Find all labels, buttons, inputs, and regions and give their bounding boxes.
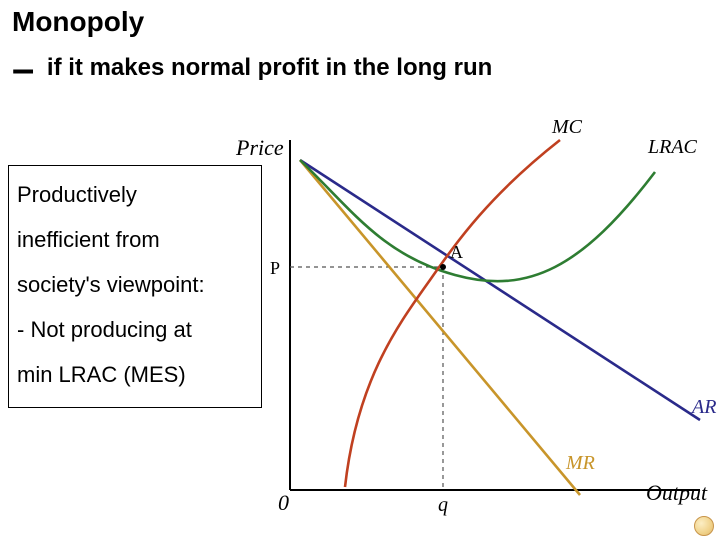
- mc-curve: [345, 140, 560, 487]
- ar-curve: [300, 160, 700, 420]
- a-label: A: [450, 242, 463, 263]
- mr-curve: [300, 160, 580, 495]
- mc-label: MC: [552, 116, 582, 139]
- point-a: [440, 264, 446, 270]
- origin-label: 0: [278, 490, 289, 516]
- q-label: q: [438, 494, 448, 517]
- lrac-curve: [300, 160, 655, 281]
- output-axis-label: Output: [646, 480, 707, 506]
- mr-label: MR: [566, 452, 595, 475]
- price-axis-label: Price: [236, 135, 284, 161]
- lrac-label: LRAC: [648, 136, 697, 159]
- slide-bullet-icon: [694, 516, 714, 536]
- cost-curves-chart: [0, 0, 720, 540]
- p-label: P: [270, 258, 280, 279]
- ar-label: AR: [692, 396, 716, 419]
